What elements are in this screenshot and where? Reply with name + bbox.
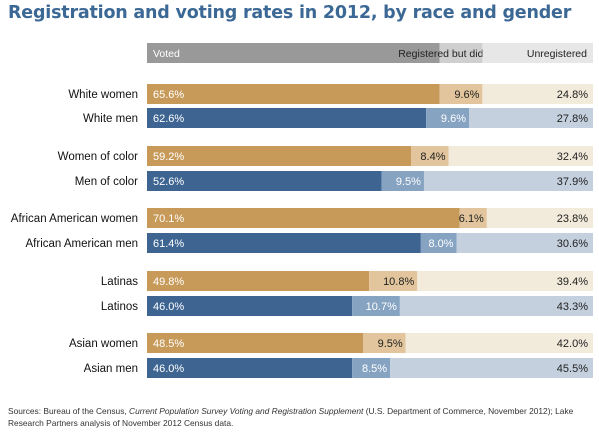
data-label: 52.6%	[153, 176, 184, 188]
data-label: 43.3%	[557, 301, 588, 313]
data-label: 42.0%	[557, 338, 588, 350]
category-label: Women of color	[58, 151, 138, 163]
category-label: White men	[83, 113, 138, 125]
data-label: 9.5%	[378, 338, 403, 350]
source-note: Sources: Bureau of the Census, Current P…	[8, 405, 593, 429]
category-label: Latinas	[101, 276, 138, 288]
data-label: 8.4%	[420, 151, 445, 163]
category-label: White women	[68, 89, 138, 101]
category-label: Asian women	[69, 338, 138, 350]
data-label: 32.4%	[557, 151, 588, 163]
data-label: 8.0%	[428, 238, 453, 250]
data-label: 6.1%	[459, 213, 484, 225]
source-prefix: Sources: Bureau of the Census,	[8, 406, 129, 416]
bar-voted	[147, 208, 460, 228]
data-label: 70.1%	[153, 213, 184, 225]
data-label: 61.4%	[153, 238, 184, 250]
data-label: 62.6%	[153, 113, 184, 125]
category-label: African American women	[11, 213, 138, 225]
data-label: 10.8%	[383, 276, 414, 288]
category-label: Asian men	[84, 363, 138, 375]
source-publication: Current Population Survey Voting and Reg…	[129, 406, 363, 416]
bar-voted	[147, 84, 440, 104]
data-label: 27.8%	[557, 113, 588, 125]
data-label: 10.7%	[366, 301, 397, 313]
data-label: 65.6%	[153, 89, 184, 101]
bar-voted	[147, 108, 426, 128]
data-label: 8.5%	[362, 363, 387, 375]
bar-voted	[147, 233, 421, 253]
data-label: 9.6%	[441, 113, 466, 125]
stacked-bar-chart: Voted Registered but did not vote Unregist…	[0, 0, 599, 400]
bar-voted	[147, 146, 411, 166]
data-label: 46.0%	[153, 301, 184, 313]
data-label: 48.5%	[153, 338, 184, 350]
legend-label-unregistered: Unregistered	[527, 48, 587, 60]
category-label: Men of color	[75, 176, 138, 188]
legend-voted	[147, 43, 440, 63]
legend-label-voted: Voted	[153, 48, 180, 60]
data-label: 59.2%	[153, 151, 184, 163]
legend: Voted Registered but did not vote Unregist…	[147, 43, 593, 63]
bars: White women 65.6% 9.6% 24.8% White men 62.6% 9…	[11, 84, 593, 378]
data-label: 9.5%	[396, 176, 421, 188]
data-label: 9.6%	[454, 89, 479, 101]
data-label: 30.6%	[557, 238, 588, 250]
category-label: African American men	[26, 238, 139, 250]
data-label: 49.8%	[153, 276, 184, 288]
data-label: 46.0%	[153, 363, 184, 375]
data-label: 24.8%	[557, 89, 588, 101]
data-label: 45.5%	[557, 363, 588, 375]
data-label: 39.4%	[557, 276, 588, 288]
data-label: 37.9%	[557, 176, 588, 188]
category-label: Latinos	[101, 301, 138, 313]
data-label: 23.8%	[557, 213, 588, 225]
